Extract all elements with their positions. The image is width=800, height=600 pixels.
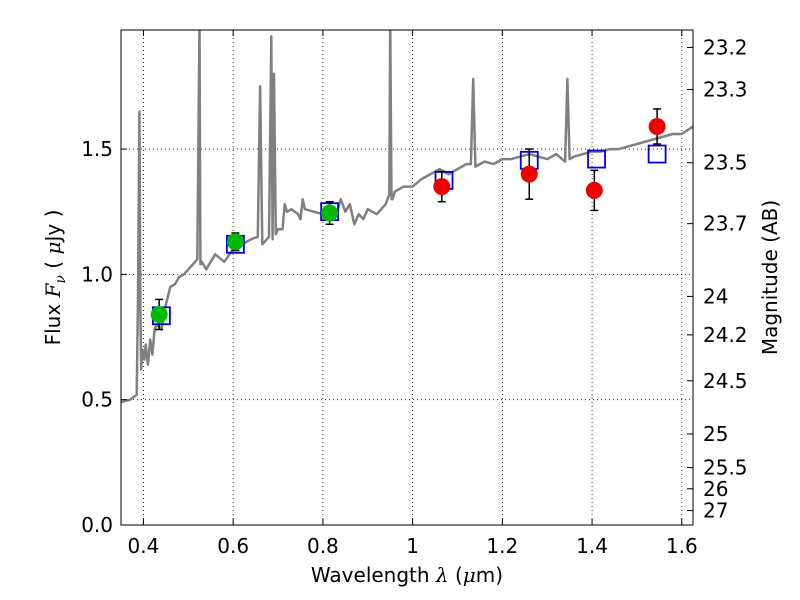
- model-photometry: [151, 144, 667, 326]
- mag-tick-label: 24.5: [703, 369, 748, 393]
- model-spectrum: [121, 30, 693, 404]
- observed-points: [150, 117, 666, 323]
- optical-data-point: [150, 305, 168, 323]
- plot-area-frame: [120, 29, 694, 526]
- model-photometry-square: [587, 149, 606, 169]
- nir-data-point: [648, 117, 666, 135]
- y-tick-label: 0.0: [81, 513, 113, 537]
- x-tick-label: 0.6: [217, 534, 249, 558]
- y-tick-label: 1.5: [81, 137, 113, 161]
- x-tick-label: 1.2: [486, 534, 518, 558]
- grid: [121, 30, 693, 525]
- mag-tick-label: 25: [703, 422, 728, 446]
- axis-ticks: 0.4 0.6 0.8 1 1.2 1.4 1.6 0.0 0.5 1.0 1.5 23.2 23.3 2…: [81, 30, 748, 558]
- x-tick-label: 1.4: [576, 534, 608, 558]
- mag-tick-label: 23.7: [703, 212, 748, 236]
- x-tick-label: 0.8: [307, 534, 339, 558]
- nir-data-point: [433, 178, 451, 196]
- y-axis-label: Flux Fν ( μJy ): [41, 210, 69, 346]
- optical-data-point: [226, 233, 244, 251]
- model-spectrum-line: [121, 30, 693, 404]
- y-tick-label: 0.5: [81, 388, 113, 412]
- x-tick-label: 1: [406, 534, 419, 558]
- error-bars: [155, 108, 662, 331]
- mag-tick-label: 25.5: [703, 456, 748, 480]
- nir-data-point: [585, 181, 603, 199]
- y-tick-label: 1.0: [81, 262, 113, 286]
- mag-tick-label: 24.2: [703, 323, 748, 347]
- mag-tick-label: 26: [703, 477, 728, 501]
- model-photometry-square: [647, 144, 667, 164]
- optical-data-point: [321, 204, 339, 222]
- secondary-y-axis-label: Magnitude (AB): [758, 200, 782, 355]
- mag-tick-label: 23.2: [703, 35, 748, 59]
- mag-tick-label: 23.5: [703, 151, 748, 175]
- mag-tick-label: 27: [703, 499, 728, 523]
- x-tick-label: 0.4: [128, 534, 160, 558]
- nir-data-point: [520, 165, 538, 183]
- x-axis-label: Wavelength λ (μm): [311, 563, 503, 587]
- mag-tick-label: 23.3: [703, 77, 748, 101]
- mag-tick-label: 24: [703, 284, 728, 308]
- x-tick-label: 1.6: [666, 534, 698, 558]
